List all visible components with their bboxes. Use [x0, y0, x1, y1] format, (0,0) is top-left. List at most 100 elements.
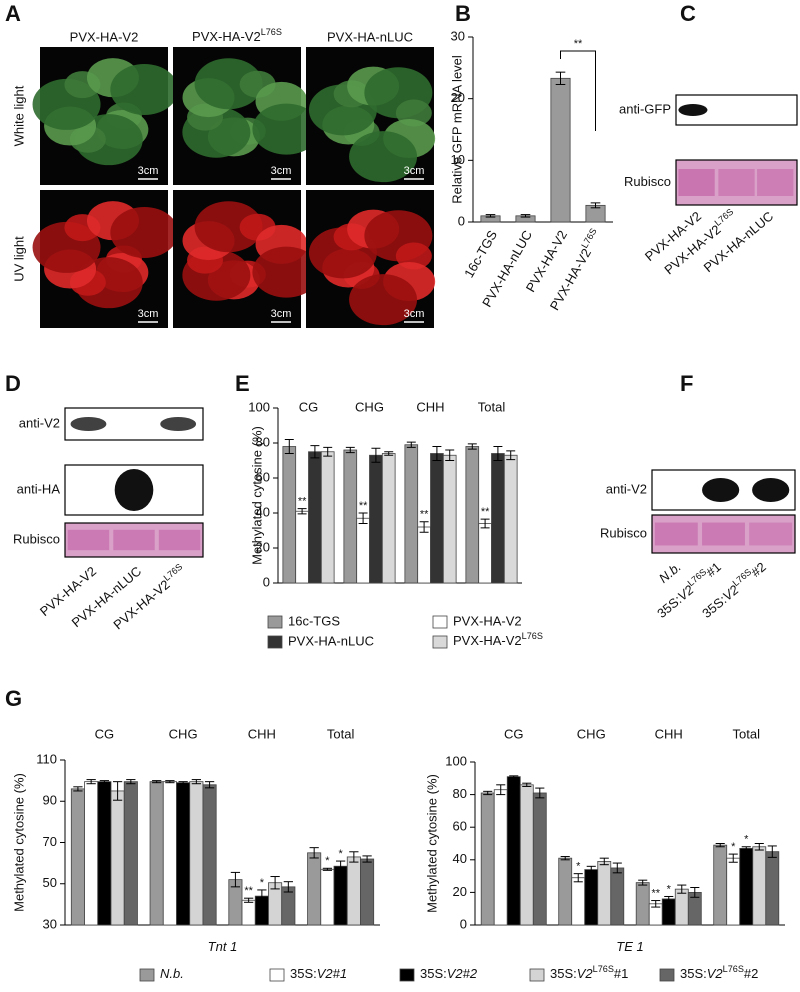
- legend-label: 35S:V2#1: [290, 966, 347, 981]
- label-part: N.b.: [656, 559, 684, 586]
- significance: **: [420, 509, 429, 521]
- y-tick-label: 100: [445, 753, 467, 768]
- label-part: 35S:: [680, 966, 707, 981]
- error-bar: [284, 439, 294, 454]
- band: [752, 478, 790, 502]
- rubisco-band: [718, 169, 755, 196]
- rubisco-band: [67, 529, 110, 551]
- label-part: #1: [703, 559, 724, 580]
- error-bar: [586, 865, 596, 874]
- y-tick-label: 90: [43, 793, 57, 808]
- label-part: L76S: [162, 562, 185, 583]
- error-bar: [230, 871, 241, 888]
- bracket: [560, 50, 596, 131]
- error-bar: [358, 512, 368, 524]
- panel-letter: F: [680, 371, 693, 396]
- rubisco-band: [702, 522, 745, 546]
- error-bar: [690, 887, 700, 898]
- label-part: 1: [226, 939, 237, 954]
- error-bar: [493, 446, 503, 461]
- label-part: V2: [707, 966, 724, 981]
- rubisco-band: [158, 529, 201, 551]
- rubisco-band: [113, 529, 155, 551]
- significance: *: [667, 883, 672, 895]
- label-part: #2: [744, 966, 758, 981]
- significance: **: [651, 887, 660, 899]
- significance: **: [244, 885, 253, 897]
- panel-letter: B: [455, 1, 471, 26]
- error-bar: [283, 881, 293, 893]
- blot-label: anti-V2: [606, 481, 647, 496]
- bar: [149, 781, 164, 926]
- leaf: [349, 131, 418, 183]
- error-bar: [309, 847, 319, 859]
- label-part: L76S: [713, 207, 736, 228]
- bar: [739, 847, 754, 926]
- error-bar: [384, 451, 394, 456]
- scale-label: 3cm: [138, 308, 159, 320]
- significance: *: [338, 848, 343, 860]
- column-label: PVX-HA-nLUC: [327, 29, 413, 44]
- y-tick-label: 80: [256, 434, 270, 449]
- error-bar: [270, 876, 280, 890]
- leaf: [252, 246, 321, 298]
- label-part: 35S:: [290, 966, 317, 981]
- panel-letter: E: [235, 371, 250, 396]
- scale-label: 3cm: [271, 308, 292, 320]
- group-label: CHH: [248, 726, 276, 741]
- error-bar: [257, 889, 267, 903]
- bar: [674, 888, 689, 926]
- bar: [84, 781, 99, 926]
- bar: [308, 451, 322, 584]
- group-label: CHG: [169, 726, 198, 741]
- significance: *: [576, 861, 581, 873]
- bar: [346, 856, 361, 926]
- legend-swatch: [432, 615, 448, 629]
- bar: [430, 453, 444, 584]
- bar: [333, 865, 348, 926]
- error-bar: [664, 895, 674, 902]
- row-label: UV light: [11, 236, 26, 282]
- scale-label: 3cm: [404, 308, 425, 320]
- bar: [442, 454, 457, 584]
- label-part: 35S:: [550, 966, 577, 981]
- y-tick-label: 60: [256, 469, 270, 484]
- error-bar: [371, 447, 381, 463]
- error-bar: [480, 518, 490, 529]
- bar: [610, 867, 625, 926]
- error-bar: [509, 775, 519, 778]
- significance: *: [325, 855, 330, 867]
- group-label: CG: [95, 726, 115, 741]
- band: [160, 416, 197, 432]
- error-bar: [599, 857, 609, 866]
- y-tick-label: 0: [263, 574, 270, 589]
- error-bar: [590, 202, 601, 209]
- bar: [493, 789, 508, 926]
- bar: [176, 782, 191, 926]
- group-label: CHH: [655, 726, 683, 741]
- bar: [550, 77, 571, 223]
- error-bar: [165, 780, 175, 784]
- bar: [381, 453, 396, 584]
- error-bar: [406, 441, 416, 448]
- annotation: **: [574, 38, 583, 50]
- error-bar: [677, 884, 687, 894]
- error-bar: [767, 845, 777, 858]
- label-part: L76S: [261, 27, 282, 37]
- bar: [480, 792, 495, 926]
- error-bar: [555, 71, 566, 85]
- y-tick-label: 20: [453, 884, 467, 899]
- leaf: [194, 58, 263, 110]
- bar: [726, 857, 741, 926]
- leaf: [252, 103, 321, 155]
- y-tick-label: 10: [451, 152, 465, 167]
- bar: [70, 788, 85, 926]
- error-bar: [322, 867, 333, 871]
- error-bar: [99, 780, 110, 784]
- bar: [765, 851, 780, 926]
- error-bar: [310, 445, 320, 459]
- blot-label: Rubisco: [624, 174, 671, 189]
- y-tick-label: 110: [36, 751, 57, 766]
- bar: [506, 776, 521, 926]
- bar: [571, 877, 586, 926]
